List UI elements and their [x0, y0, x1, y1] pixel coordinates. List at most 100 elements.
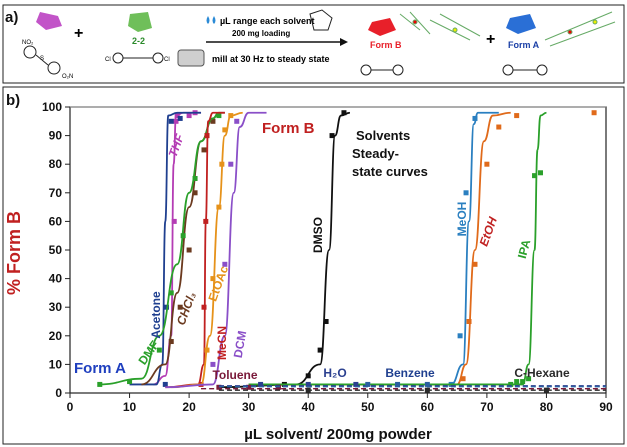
data-point-etoh [496, 124, 502, 130]
data-point-thf [186, 113, 192, 119]
data-point-toluene [246, 384, 252, 390]
chart-title-line-3: state curves [352, 164, 428, 179]
data-point-etoh [591, 110, 597, 116]
form-b-vs-solvent-chart: b) 0 10 20 30 40 50 60 70 80 90 0 10 20 30 40 50 60 70 80 9… [2, 86, 625, 445]
data-point-ipa [537, 170, 543, 176]
data-point-dmf [192, 176, 198, 181]
x-tick-label: 0 [67, 400, 74, 414]
y-axis-label: % Form B [4, 211, 24, 295]
data-point-dmso [305, 373, 311, 379]
x-tick-label: 60 [421, 400, 435, 414]
x-tick-label: 40 [302, 400, 316, 414]
series-line-acetone [129, 111, 202, 386]
form-b-crystal-icon [368, 18, 396, 36]
data-point-chcl3 [201, 147, 207, 153]
form-b-product-label: Form B [370, 40, 402, 50]
panel-a-label: a) [5, 9, 18, 26]
data-point-etoac [222, 127, 228, 133]
arrow-bottom-text: mill at 30 Hz to steady state [212, 54, 330, 64]
lag-label: 2-2 [132, 36, 145, 46]
data-point-etoh [466, 319, 472, 324]
series-label-benzene: Benzene [385, 366, 435, 380]
form-b-packing-diagram [399, 11, 481, 41]
data-point-meoh [463, 190, 469, 196]
form-a-product-label: Form A [508, 40, 540, 50]
data-point-dmf [216, 113, 222, 119]
data-point-etoh [514, 113, 520, 119]
data-point-dmf [168, 290, 174, 296]
reaction-scheme-panel: a) NO₂ S O₂N + 2-2 Cl Cl µL range each s… [2, 4, 625, 84]
plus-sign-1: + [74, 25, 83, 42]
x-tick-label: 70 [480, 400, 494, 414]
series-label-thf: THF [166, 132, 187, 159]
data-point-dcm [222, 261, 228, 267]
series-label-mecn: MeCN [215, 326, 229, 360]
panel-a-frame [2, 4, 625, 84]
data-point-dcm [210, 361, 216, 367]
data-point-dmso [329, 133, 335, 139]
data-point-etoac [219, 161, 225, 167]
data-point-thf [173, 118, 179, 124]
data-point-etoac [204, 347, 210, 353]
data-point-acetone [177, 115, 183, 121]
series-label-dmf: DMF [136, 338, 162, 367]
data-point-dmso [341, 110, 347, 116]
data-point-chcl3 [186, 247, 192, 253]
data-point-h-o [305, 381, 311, 387]
y-tick-label: 50 [49, 243, 63, 257]
data-point-chcl3 [192, 190, 198, 196]
lag-crystal-icon [128, 12, 152, 32]
x-tick-label: 50 [361, 400, 375, 414]
cl-label-right: Cl [164, 57, 170, 63]
data-point-h-o [258, 381, 264, 387]
form-a-crystal-icon [506, 14, 536, 34]
data-point-mecn [204, 133, 210, 139]
solvent-droplet-icon [206, 16, 216, 24]
data-point-meoh [472, 115, 478, 121]
x-tick-label: 10 [123, 400, 137, 414]
y-tick-label: 0 [55, 386, 62, 400]
x-tick-label: 90 [599, 400, 613, 414]
plus-sign-2: + [486, 31, 495, 48]
y-tick-label: 20 [49, 329, 63, 343]
series-line-dmf [99, 111, 220, 386]
data-point-etoh [460, 376, 466, 382]
data-point-ipa [532, 173, 538, 179]
data-point-dmf [156, 347, 162, 353]
chlorophenyl-disulfide-structure [112, 52, 164, 64]
series-label-etoh: EtOH [477, 215, 501, 248]
data-point-meoh [457, 333, 463, 339]
series-label-meoh: MeOH [455, 202, 469, 237]
data-point-ipa [520, 379, 526, 385]
series-label-toluene: Toluene [212, 368, 257, 382]
x-tick-label: 20 [182, 400, 196, 414]
o2n-label: O₂N [62, 74, 73, 80]
x-axis-label: µL solvent/ 200mg powder [244, 426, 432, 443]
series-label-h-o: H₂O [323, 366, 346, 380]
panel-b-label: b) [6, 92, 20, 109]
y-tick-label: 80 [49, 157, 63, 171]
data-point-dmf [97, 381, 103, 387]
series-line-ipa [248, 111, 547, 386]
data-point-dmso [323, 319, 329, 324]
chart-title-line-2: Steady- [352, 146, 399, 161]
y-tick-label: 100 [42, 100, 62, 114]
data-point-chcl3 [177, 304, 183, 310]
data-point-benzene [424, 381, 430, 387]
ball-mill-icon [177, 49, 205, 67]
series-label-c-hexane: C-Hexane [514, 366, 570, 380]
series-label-dcm: DCM [231, 330, 250, 359]
cl-label-left: Cl [105, 57, 111, 63]
nitrophenyl-disulfide-structure [23, 45, 61, 75]
data-point-acetone [162, 381, 168, 387]
data-point-chcl3 [210, 118, 216, 124]
no2-label: NO₂ [22, 40, 34, 46]
data-point-ipa [526, 376, 532, 382]
data-point-c-hexane [424, 387, 430, 393]
data-point-benzene [365, 381, 371, 387]
data-point-mecn [203, 218, 209, 224]
y-tick-label: 70 [49, 186, 63, 200]
data-point-thf [171, 218, 177, 224]
series-label-acetone: Acetone [149, 291, 163, 339]
data-point-etoh [472, 261, 478, 267]
